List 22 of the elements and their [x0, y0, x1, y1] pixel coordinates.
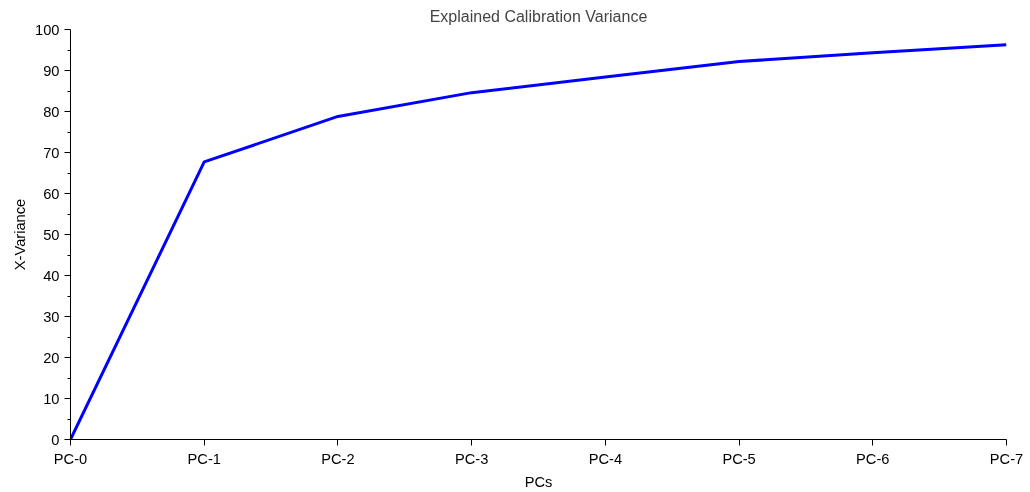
x-tick-label: PC-4	[588, 450, 623, 467]
y-tick-label: 60	[43, 185, 60, 202]
x-tick-label: PC-0	[53, 450, 88, 467]
y-tick-label: 90	[43, 62, 60, 79]
x-tick-label: PC-2	[321, 450, 355, 467]
x-tick-label: PC-3	[454, 450, 489, 467]
y-tick-label: 0	[51, 431, 60, 448]
x-tick-label: PC-1	[187, 450, 221, 467]
chart-title: Explained Calibration Variance	[429, 7, 648, 25]
x-tick-label: PC-6	[856, 450, 890, 467]
y-tick-label: 50	[43, 226, 60, 243]
x-tick-label: PC-7	[989, 450, 1024, 467]
x-tick-label: PC-5	[722, 450, 756, 467]
y-tick-label: 70	[43, 144, 60, 161]
y-tick-label: 10	[43, 390, 60, 407]
y-tick-label: 100	[35, 21, 60, 38]
y-tick-label: 20	[43, 349, 60, 366]
y-tick-label: 40	[43, 267, 60, 284]
y-tick-label: 80	[43, 103, 60, 120]
x-axis-title: PCs	[524, 473, 553, 490]
y-tick-label: 30	[43, 308, 60, 325]
y-axis-title: X-Variance	[12, 198, 29, 271]
